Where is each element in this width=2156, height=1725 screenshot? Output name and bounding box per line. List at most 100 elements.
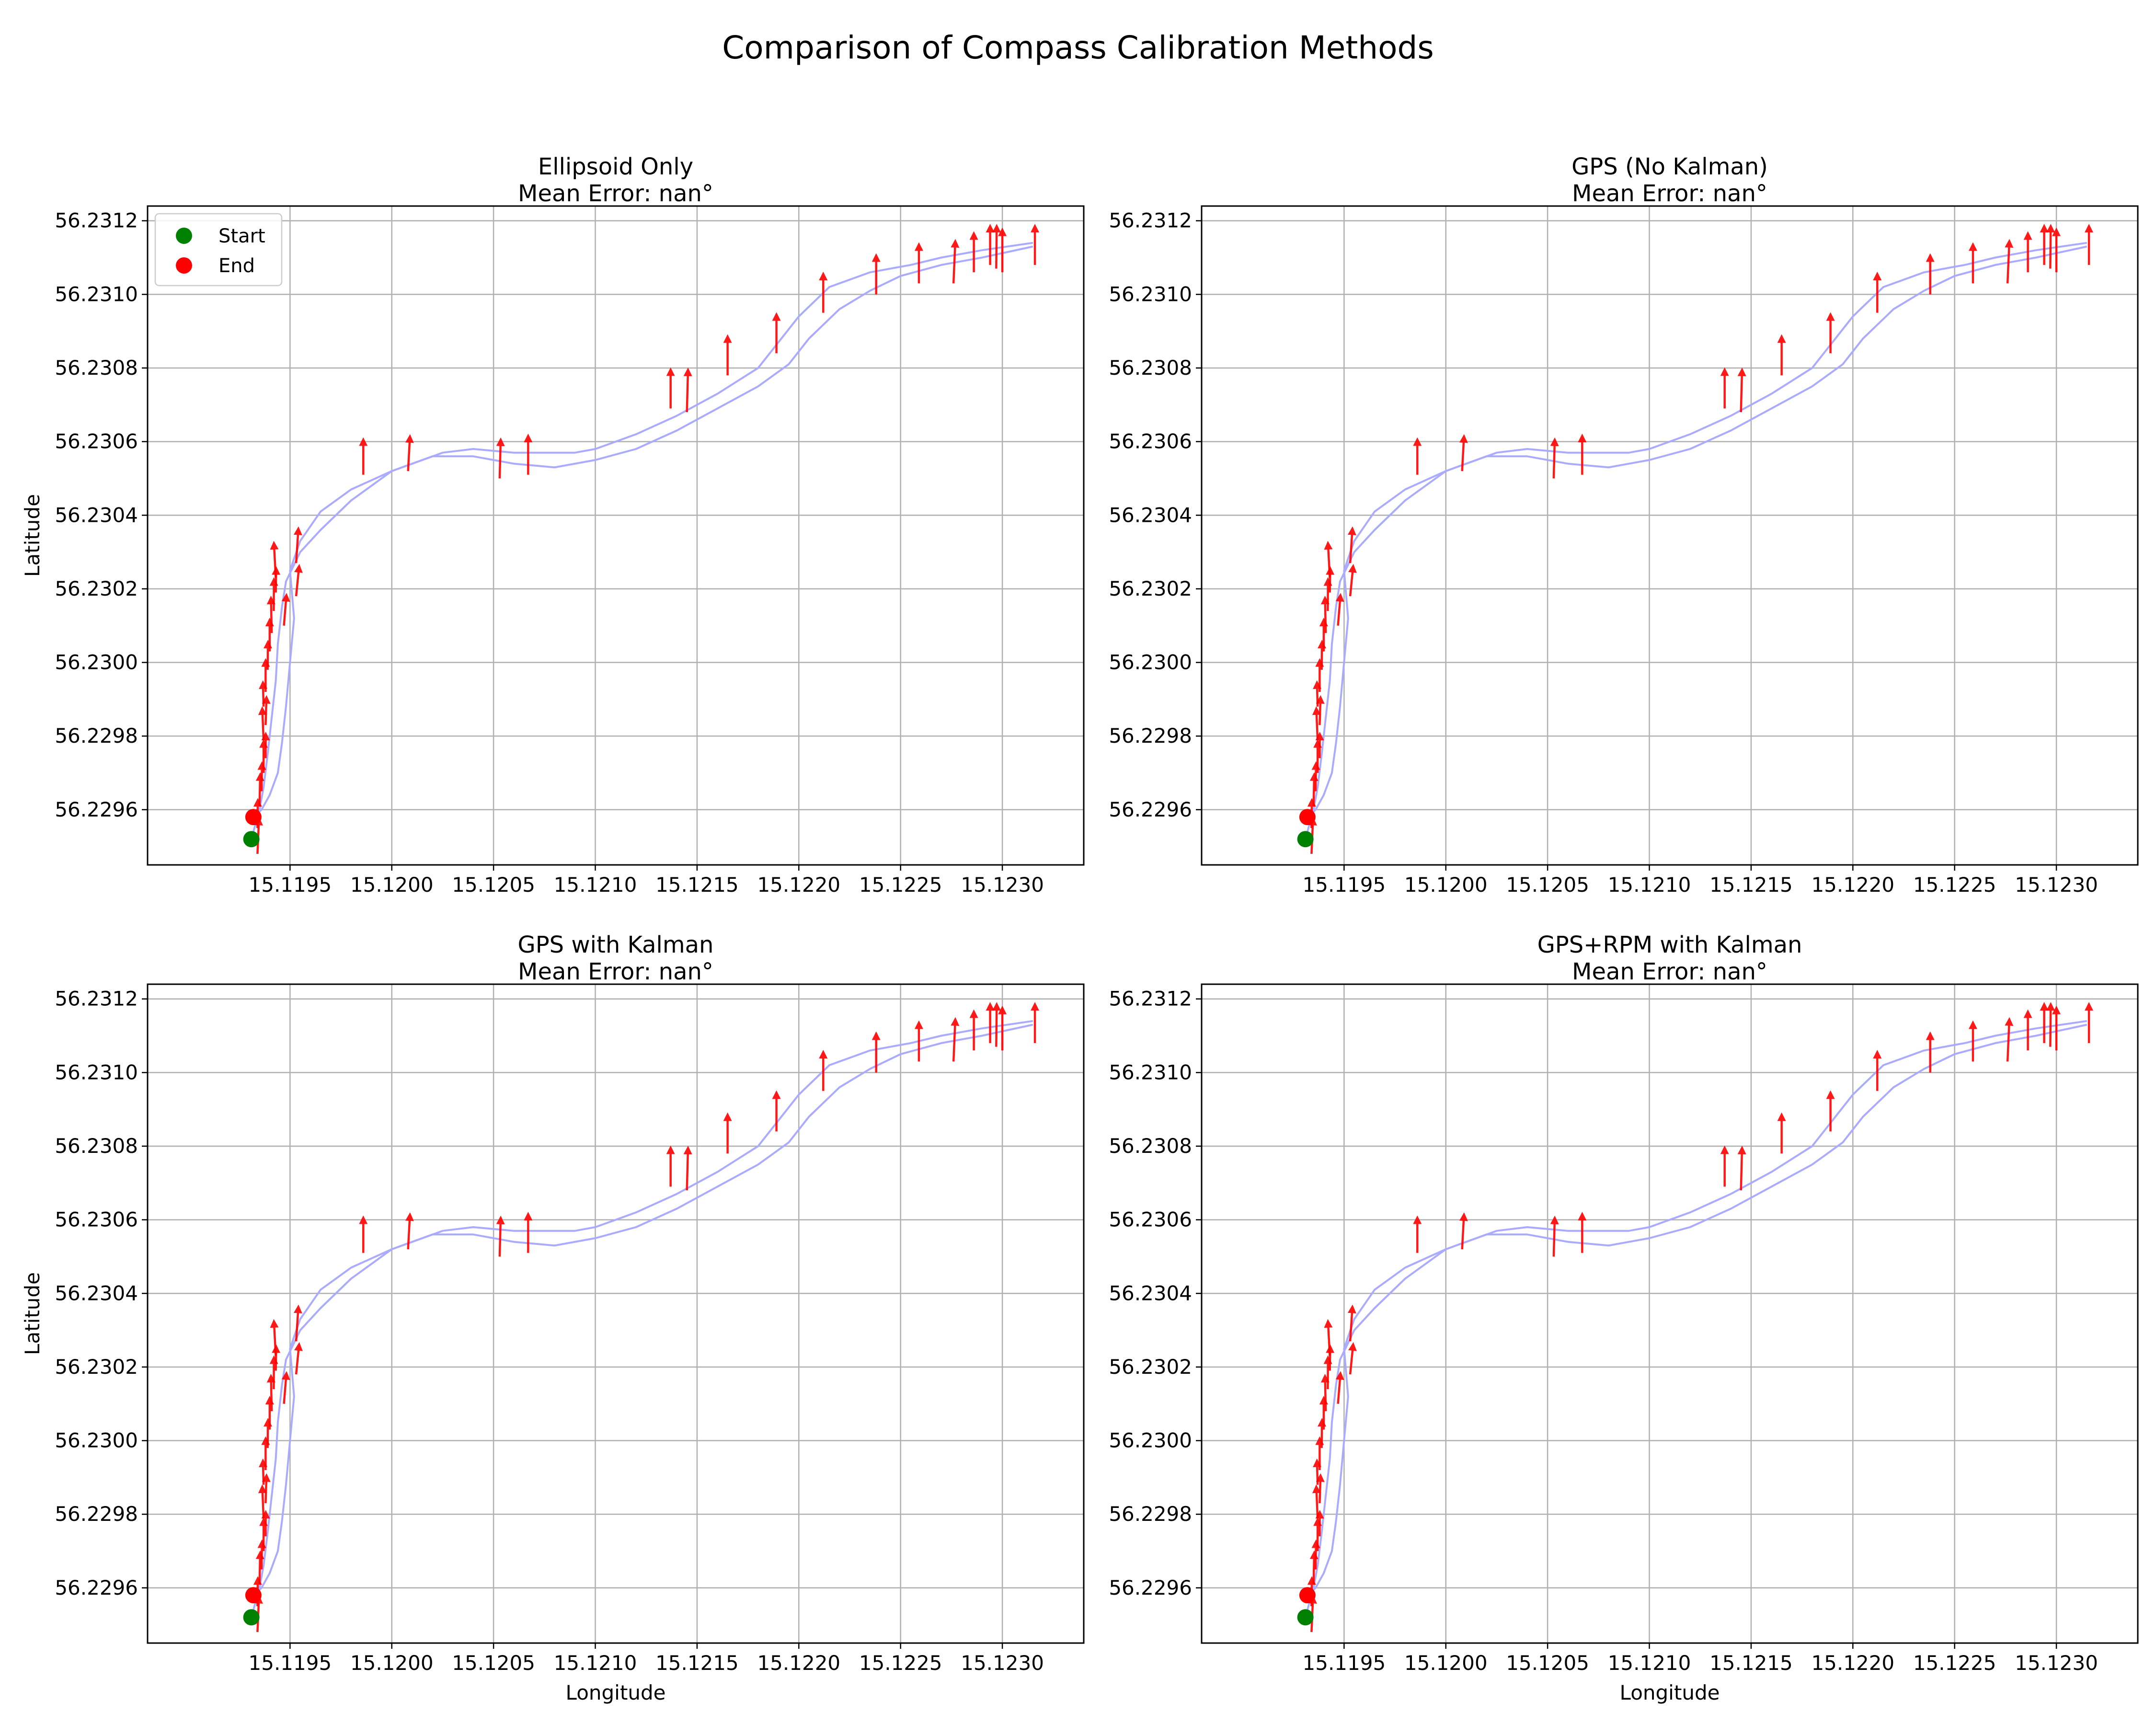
y-tick-label: 56.2298: [1109, 724, 1192, 748]
track-line: [1307, 1024, 2087, 1596]
x-tick-label: 15.1230: [961, 1651, 1044, 1675]
heading-arrow: [1348, 1342, 1357, 1375]
heading-arrow: [2005, 239, 2014, 284]
heading-arrow: [266, 596, 275, 633]
x-tick-label: 15.1205: [1506, 1651, 1589, 1675]
y-tick-label: 56.2300: [55, 1429, 138, 1452]
legend-end-marker: [176, 257, 192, 274]
track-line: [252, 245, 1033, 818]
heading-arrow: [1347, 1304, 1356, 1342]
y-tick-label: 56.2296: [55, 798, 138, 821]
heading-arrow: [992, 1002, 1001, 1047]
subplot-title: GPS with Kalman Mean Error: nan°: [518, 932, 714, 985]
x-tick-label: 15.1215: [655, 873, 739, 897]
heading-arrow: [405, 434, 414, 472]
subplot-title-error: Mean Error: nan°: [1572, 180, 1767, 207]
heading-arrow: [1347, 526, 1356, 564]
y-tick-label: 56.2298: [55, 1502, 138, 1526]
heading-arrow: [2005, 1017, 2014, 1062]
heading-arrow: [1737, 1145, 1746, 1191]
y-tick-label: 56.2312: [55, 987, 138, 1011]
axes-frame: [147, 983, 1085, 1644]
y-tick-label: 56.2296: [1109, 798, 1192, 821]
heading-arrow: [258, 706, 267, 740]
x-tick-label: 15.1225: [1913, 1651, 1996, 1675]
track-line: [1304, 242, 2087, 840]
y-tick-label: 56.2310: [55, 1060, 138, 1084]
x-tick-label: 15.1200: [1404, 873, 1488, 897]
figure-title: Comparison of Compass Calibration Method…: [722, 29, 1434, 66]
heading-arrow: [270, 540, 279, 578]
track-line: [1307, 245, 2087, 818]
subplot-grid: 15.1195 15.1200 15.1205 15.1210 15.1215 15.12…: [21, 153, 2139, 1704]
x-tick-label: 15.1220: [757, 873, 840, 897]
heading-arrow: [1313, 680, 1322, 707]
heading-arrow: [266, 1374, 275, 1412]
heading-arrow: [1550, 1215, 1559, 1257]
x-tick-label: 15.1205: [1506, 873, 1589, 897]
x-tick-label: 15.1210: [554, 1651, 637, 1675]
subplot-title-error: Mean Error: nan°: [518, 958, 713, 985]
y-tick-label: 56.2296: [1109, 1576, 1192, 1599]
heading-arrow: [2046, 224, 2055, 269]
y-tick-label: 56.2300: [55, 651, 138, 674]
x-tick-label: 15.1215: [1709, 873, 1793, 897]
heading-arrow: [1312, 706, 1321, 740]
heading-arrow: [1335, 593, 1344, 626]
y-tick-label: 56.2304: [1109, 503, 1192, 527]
heading-arrow: [951, 239, 960, 284]
y-tick-label: 56.2296: [55, 1576, 138, 1599]
subplot-title: GPS+RPM with Kalman Mean Error: nan°: [1537, 932, 1802, 985]
heading-arrow: [1324, 1319, 1333, 1356]
x-tick-label: 15.1205: [452, 1651, 535, 1675]
subplot-title-error: Mean Error: nan°: [518, 180, 713, 207]
y-tick-label: 56.2302: [55, 577, 138, 600]
subplot-title-method: GPS (No Kalman): [1571, 153, 1768, 180]
legend-end-label: End: [218, 255, 255, 277]
y-tick-label: 56.2312: [55, 209, 138, 232]
y-tick-label: 56.2298: [55, 724, 138, 748]
heading-arrow: [496, 437, 505, 479]
x-tick-label: 15.1200: [1404, 1651, 1488, 1675]
heading-arrow: [1737, 367, 1746, 413]
heading-arrow: [1348, 564, 1357, 597]
heading-arrow: [496, 1215, 505, 1257]
subplot-1: 15.1195 15.1200 15.1205 15.1210 15.1215 15.12…: [21, 153, 1085, 897]
heading-arrow: [405, 1212, 414, 1250]
y-tick-label: 56.2310: [1109, 282, 1192, 306]
heading-arrow: [270, 1319, 279, 1356]
y-tick-label: 56.2304: [55, 1281, 138, 1305]
x-tick-label: 15.1225: [1913, 873, 1996, 897]
subplot-4: 15.1195 15.1200 15.1205 15.1210 15.1215 15.12…: [1109, 932, 2139, 1704]
x-tick-label: 15.1230: [2015, 1651, 2098, 1675]
end-point: [245, 809, 262, 826]
subplot-title-method: Ellipsoid Only: [538, 153, 693, 180]
y-tick-label: 56.2302: [1109, 1355, 1192, 1379]
x-tick-label: 15.1195: [1303, 1651, 1386, 1675]
heading-arrow: [281, 593, 290, 626]
y-tick-label: 56.2306: [55, 1208, 138, 1231]
x-tick-label: 15.1210: [554, 873, 637, 897]
heading-arrow: [294, 1342, 303, 1375]
x-tick-label: 15.1215: [655, 1651, 739, 1675]
axes-frame: [1201, 205, 2139, 866]
y-tick-label: 56.2302: [1109, 577, 1192, 600]
y-tick-label: 56.2298: [1109, 1502, 1192, 1526]
heading-arrow: [1459, 434, 1468, 472]
x-tick-label: 15.1220: [1811, 1651, 1894, 1675]
start-point: [1297, 831, 1314, 848]
heading-arrow: [281, 1371, 290, 1404]
x-tick-label: 15.1205: [452, 873, 535, 897]
heading-arrow: [1312, 1484, 1321, 1518]
end-point: [1299, 1587, 1316, 1604]
y-tick-label: 56.2310: [55, 282, 138, 306]
x-axis-label: Longitude: [566, 1681, 666, 1704]
y-tick-label: 56.2308: [55, 1134, 138, 1158]
heading-arrow: [294, 564, 303, 597]
heading-arrow: [293, 1304, 302, 1342]
subplot-title-method: GPS with Kalman: [518, 932, 714, 958]
axes-frame: [147, 205, 1085, 866]
x-tick-label: 15.1195: [249, 873, 332, 897]
y-tick-label: 56.2300: [1109, 1429, 1192, 1452]
y-tick-label: 56.2308: [1109, 356, 1192, 380]
